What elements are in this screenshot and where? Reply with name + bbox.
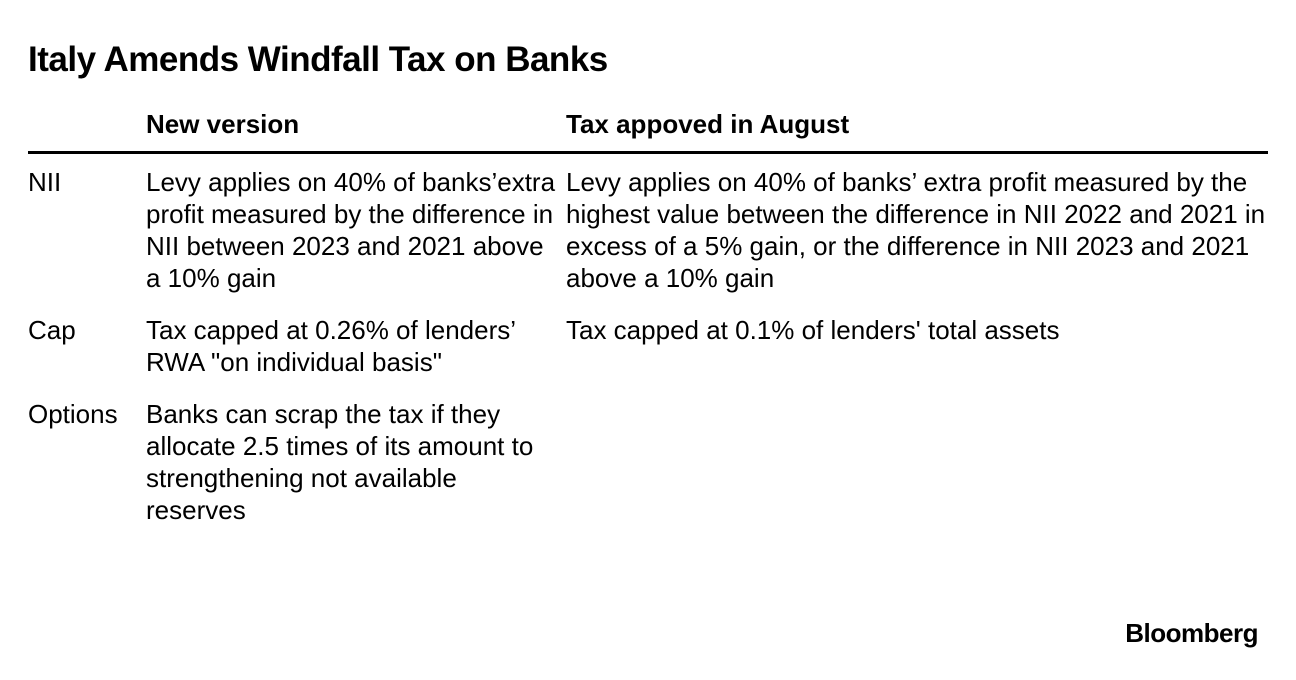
table-cell: Tax capped at 0.1% of lenders' total ass… [566, 315, 1060, 345]
table-cell: Levy applies on 40% of banks’extra profi… [146, 167, 556, 293]
table-row: Options Banks can scrap the tax if they a… [28, 386, 1268, 534]
title: Italy Amends Windfall Tax on Banks [28, 40, 608, 79]
table: New version Tax appoved in August NII Levy … [28, 106, 1268, 534]
row-label: NII [28, 167, 62, 197]
table-row: Cap Tax capped at 0.26% of lenders’ RWA "… [28, 302, 1268, 386]
row-label: Options [28, 399, 118, 429]
row-label: Cap [28, 315, 76, 345]
table-cell: Tax capped at 0.26% of lenders’ RWA "on … [146, 315, 516, 377]
column-header: New version [146, 109, 300, 139]
source: Bloomberg [1125, 618, 1258, 648]
column-header: Tax appoved in August [566, 109, 850, 139]
table-row: NII Levy applies on 40% of banks’extra pr… [28, 154, 1268, 302]
table-cell: Levy applies on 40% of banks’ extra prof… [566, 167, 1266, 293]
header-row: New version Tax appoved in August [28, 106, 1268, 154]
table-cell: Banks can scrap the tax if they allocate… [146, 399, 534, 525]
header-spacer [28, 106, 146, 142]
